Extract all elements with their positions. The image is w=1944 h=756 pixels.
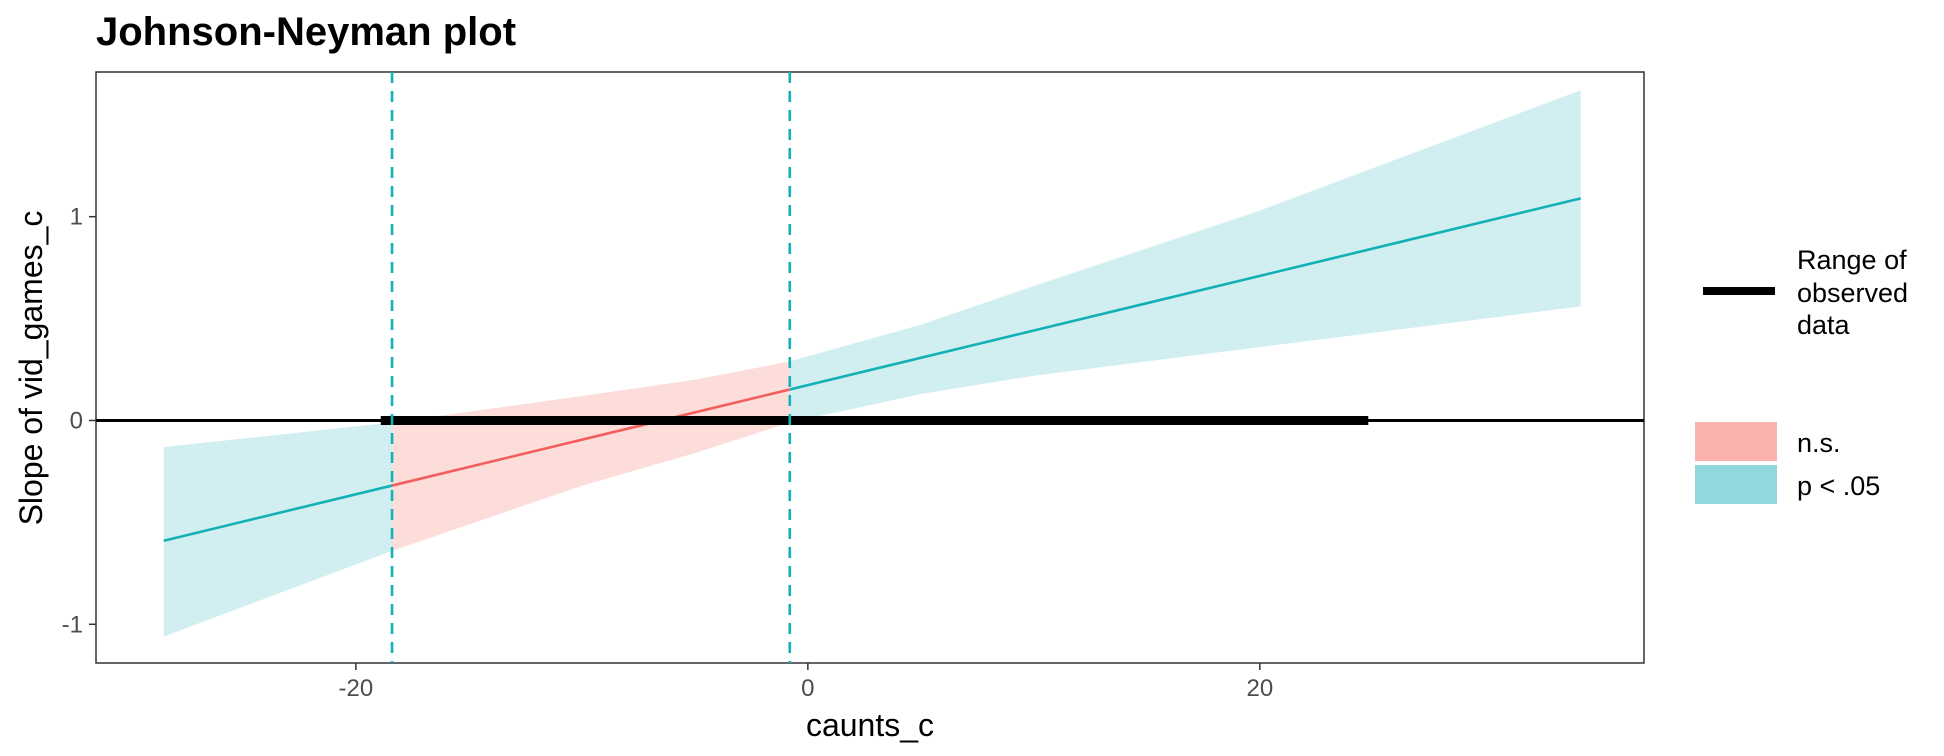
legend-range-label-line-3: data [1797,310,1851,340]
ci-band-significant-right [789,90,1581,423]
x-tick-label: 0 [801,675,814,702]
legend-sig-swatch [1695,465,1777,504]
y-axis-title: Slope of vid_games_c [13,211,49,526]
y-tick-label: 1 [70,204,83,231]
legend: Range of observed data n.s. p < .05 [1695,245,1908,504]
ci-band-not-significant [392,361,790,551]
y-tick-label: -1 [62,611,83,638]
legend-ns-swatch [1695,422,1777,461]
x-axis-title: caunts_c [806,707,934,743]
ci-band-significant-left [163,422,392,637]
legend-range-label-line-2: observed [1797,278,1908,308]
legend-sig-label: p < .05 [1797,471,1880,501]
y-tick-label: 0 [70,407,83,434]
legend-ns-label: n.s. [1797,428,1841,458]
slope-line-significant-right [789,197,1582,391]
x-tick-label: 20 [1246,675,1273,702]
plot-area [95,71,1645,664]
slope-line-not-significant [391,388,791,487]
chart-title: Johnson-Neyman plot [96,10,516,54]
legend-range-label-line-1: Range of [1797,245,1907,275]
x-tick-label: -20 [339,675,374,702]
slope-line-significant-left [163,484,393,542]
